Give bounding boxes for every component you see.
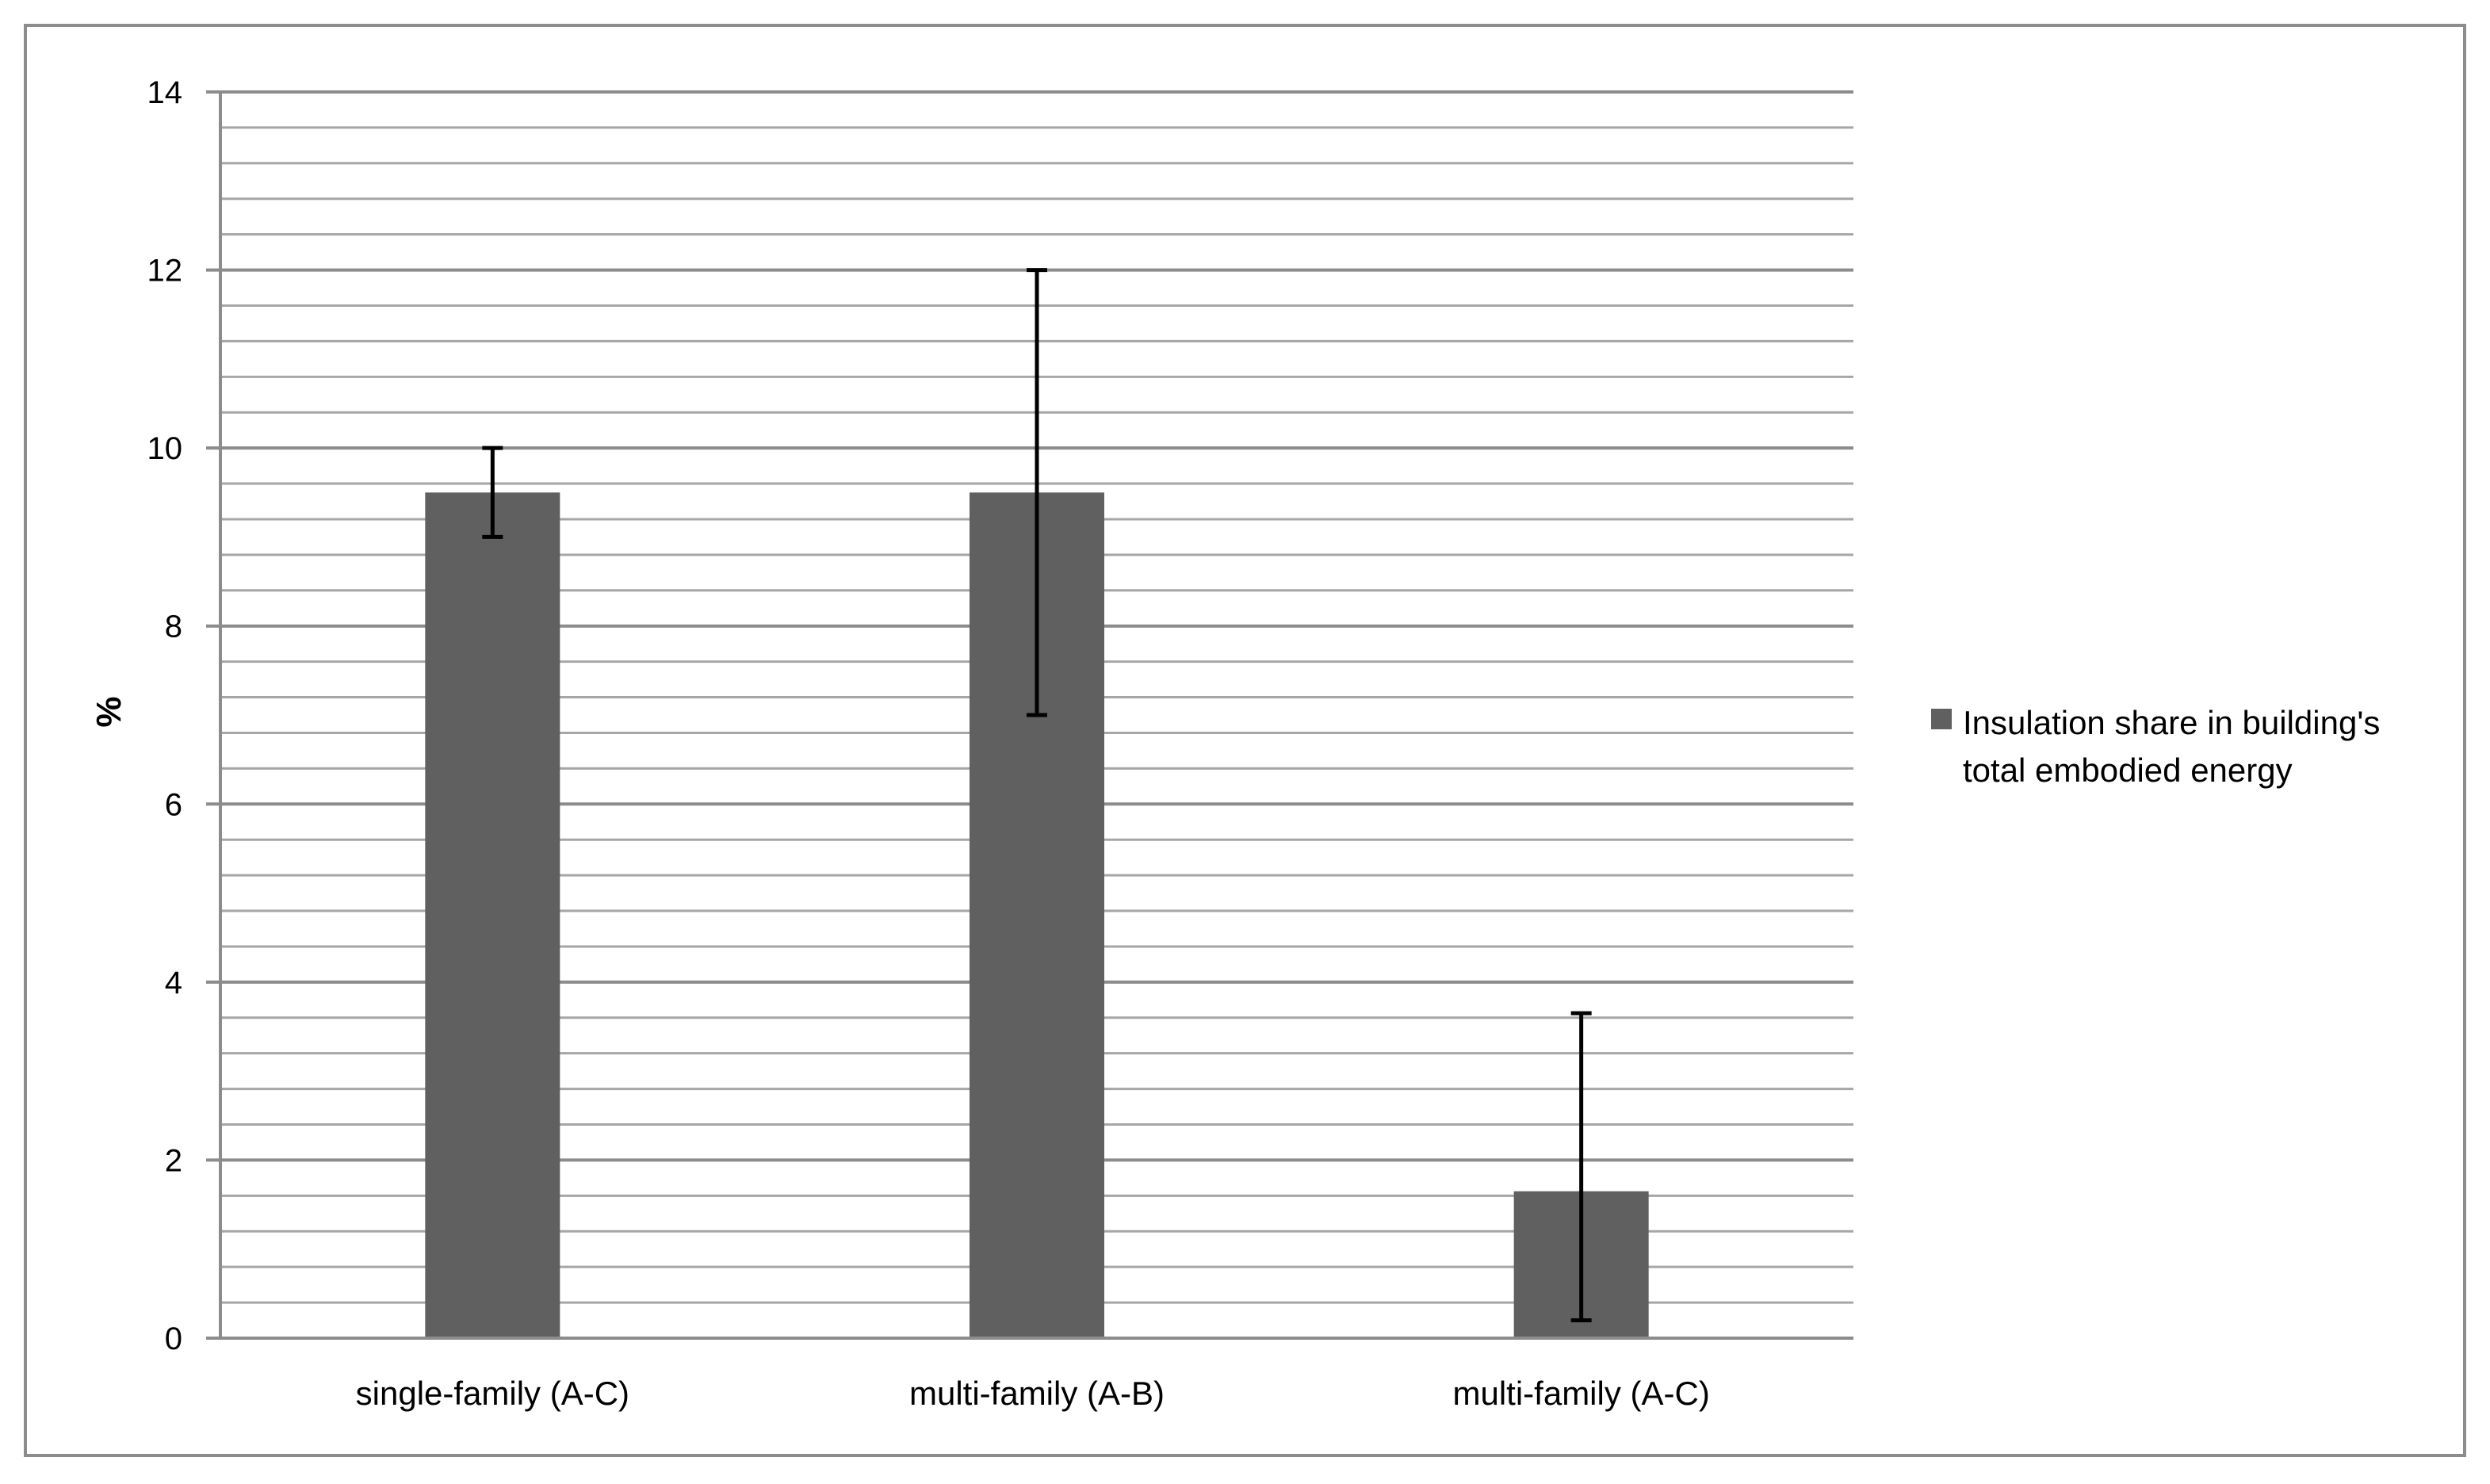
y-tick-label: 6 bbox=[165, 787, 182, 822]
legend: Insulation share in building's total emb… bbox=[1931, 704, 2389, 789]
y-tick-label: 4 bbox=[165, 966, 182, 1000]
x-category-label: multi-family (A-C) bbox=[1453, 1375, 1710, 1412]
y-tick-label: 14 bbox=[147, 75, 183, 110]
error-bars bbox=[482, 268, 1592, 1323]
y-tick-label: 10 bbox=[147, 431, 183, 466]
x-category-label: single-family (A-C) bbox=[356, 1375, 629, 1412]
legend-label-line-1: Insulation share in building's bbox=[1963, 704, 2380, 741]
legend-swatch bbox=[1931, 709, 1952, 729]
y-axis-title: % bbox=[90, 696, 128, 727]
x-category-labels: single-family (A-C) multi-family (A-B) mul… bbox=[356, 1375, 1710, 1412]
y-tick-label: 12 bbox=[147, 254, 183, 289]
x-category-label: multi-family (A-B) bbox=[909, 1375, 1165, 1412]
legend-label: Insulation share in building's total emb… bbox=[1963, 704, 2389, 789]
y-tick-label: 0 bbox=[165, 1321, 182, 1356]
legend-label-line-2: total embodied energy bbox=[1963, 752, 2293, 789]
y-tick-labels: 0 2 4 6 8 10 12 14 bbox=[147, 75, 183, 1356]
axes bbox=[206, 90, 1853, 1340]
bar bbox=[425, 492, 560, 1339]
y-tick-label: 2 bbox=[165, 1143, 182, 1178]
y-tick-label: 8 bbox=[165, 610, 182, 644]
